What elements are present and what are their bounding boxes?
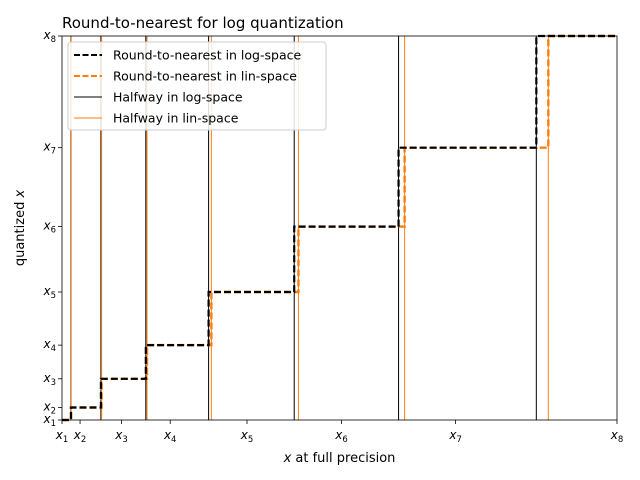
y-tick-label: x5 <box>42 284 56 301</box>
x-tick-label: x4 <box>163 428 177 445</box>
x-axis-label-text: x at full precision <box>283 451 396 466</box>
x-tick-label: x3 <box>114 428 128 445</box>
step-series <box>62 34 617 422</box>
legend-label: Halfway in log-space <box>113 90 243 105</box>
x-tick-label: x5 <box>240 428 254 445</box>
y-tick-label: x4 <box>42 337 56 354</box>
legend-label: Round-to-nearest in log-space <box>113 48 301 63</box>
x-axis: x1 x2 x3 x4 x5 x6 x7 x8 <box>55 420 624 445</box>
y-axis-label-text: quantized x <box>13 190 28 267</box>
chart-title: Round-to-nearest for log quantization <box>62 14 344 32</box>
x-axis-label: x at full precision <box>283 451 396 466</box>
x-tick-label: x6 <box>334 428 348 445</box>
x-tick-label: x1 <box>55 428 69 445</box>
legend-box <box>67 41 327 131</box>
y-tick-label: x6 <box>42 219 56 236</box>
y-tick-label: x2 <box>42 400 56 417</box>
legend-label: Halfway in lin-space <box>113 111 239 126</box>
y-axis-label: quantized x <box>13 190 28 267</box>
x-tick-label: x2 <box>73 428 87 445</box>
x-tick-label: x8 <box>610 428 624 445</box>
legend: Round-to-nearest in log-space Round-to-ne… <box>67 41 327 131</box>
y-tick-label: x1 <box>42 412 56 429</box>
legend-label: Round-to-nearest in lin-space <box>113 69 297 84</box>
axes-frame <box>61 35 618 421</box>
y-tick-label: x7 <box>42 140 56 157</box>
y-tick-label: x8 <box>42 28 56 45</box>
y-tick-label: x3 <box>42 371 56 388</box>
step-log-space <box>62 34 617 422</box>
x-tick-label: x7 <box>448 428 462 445</box>
